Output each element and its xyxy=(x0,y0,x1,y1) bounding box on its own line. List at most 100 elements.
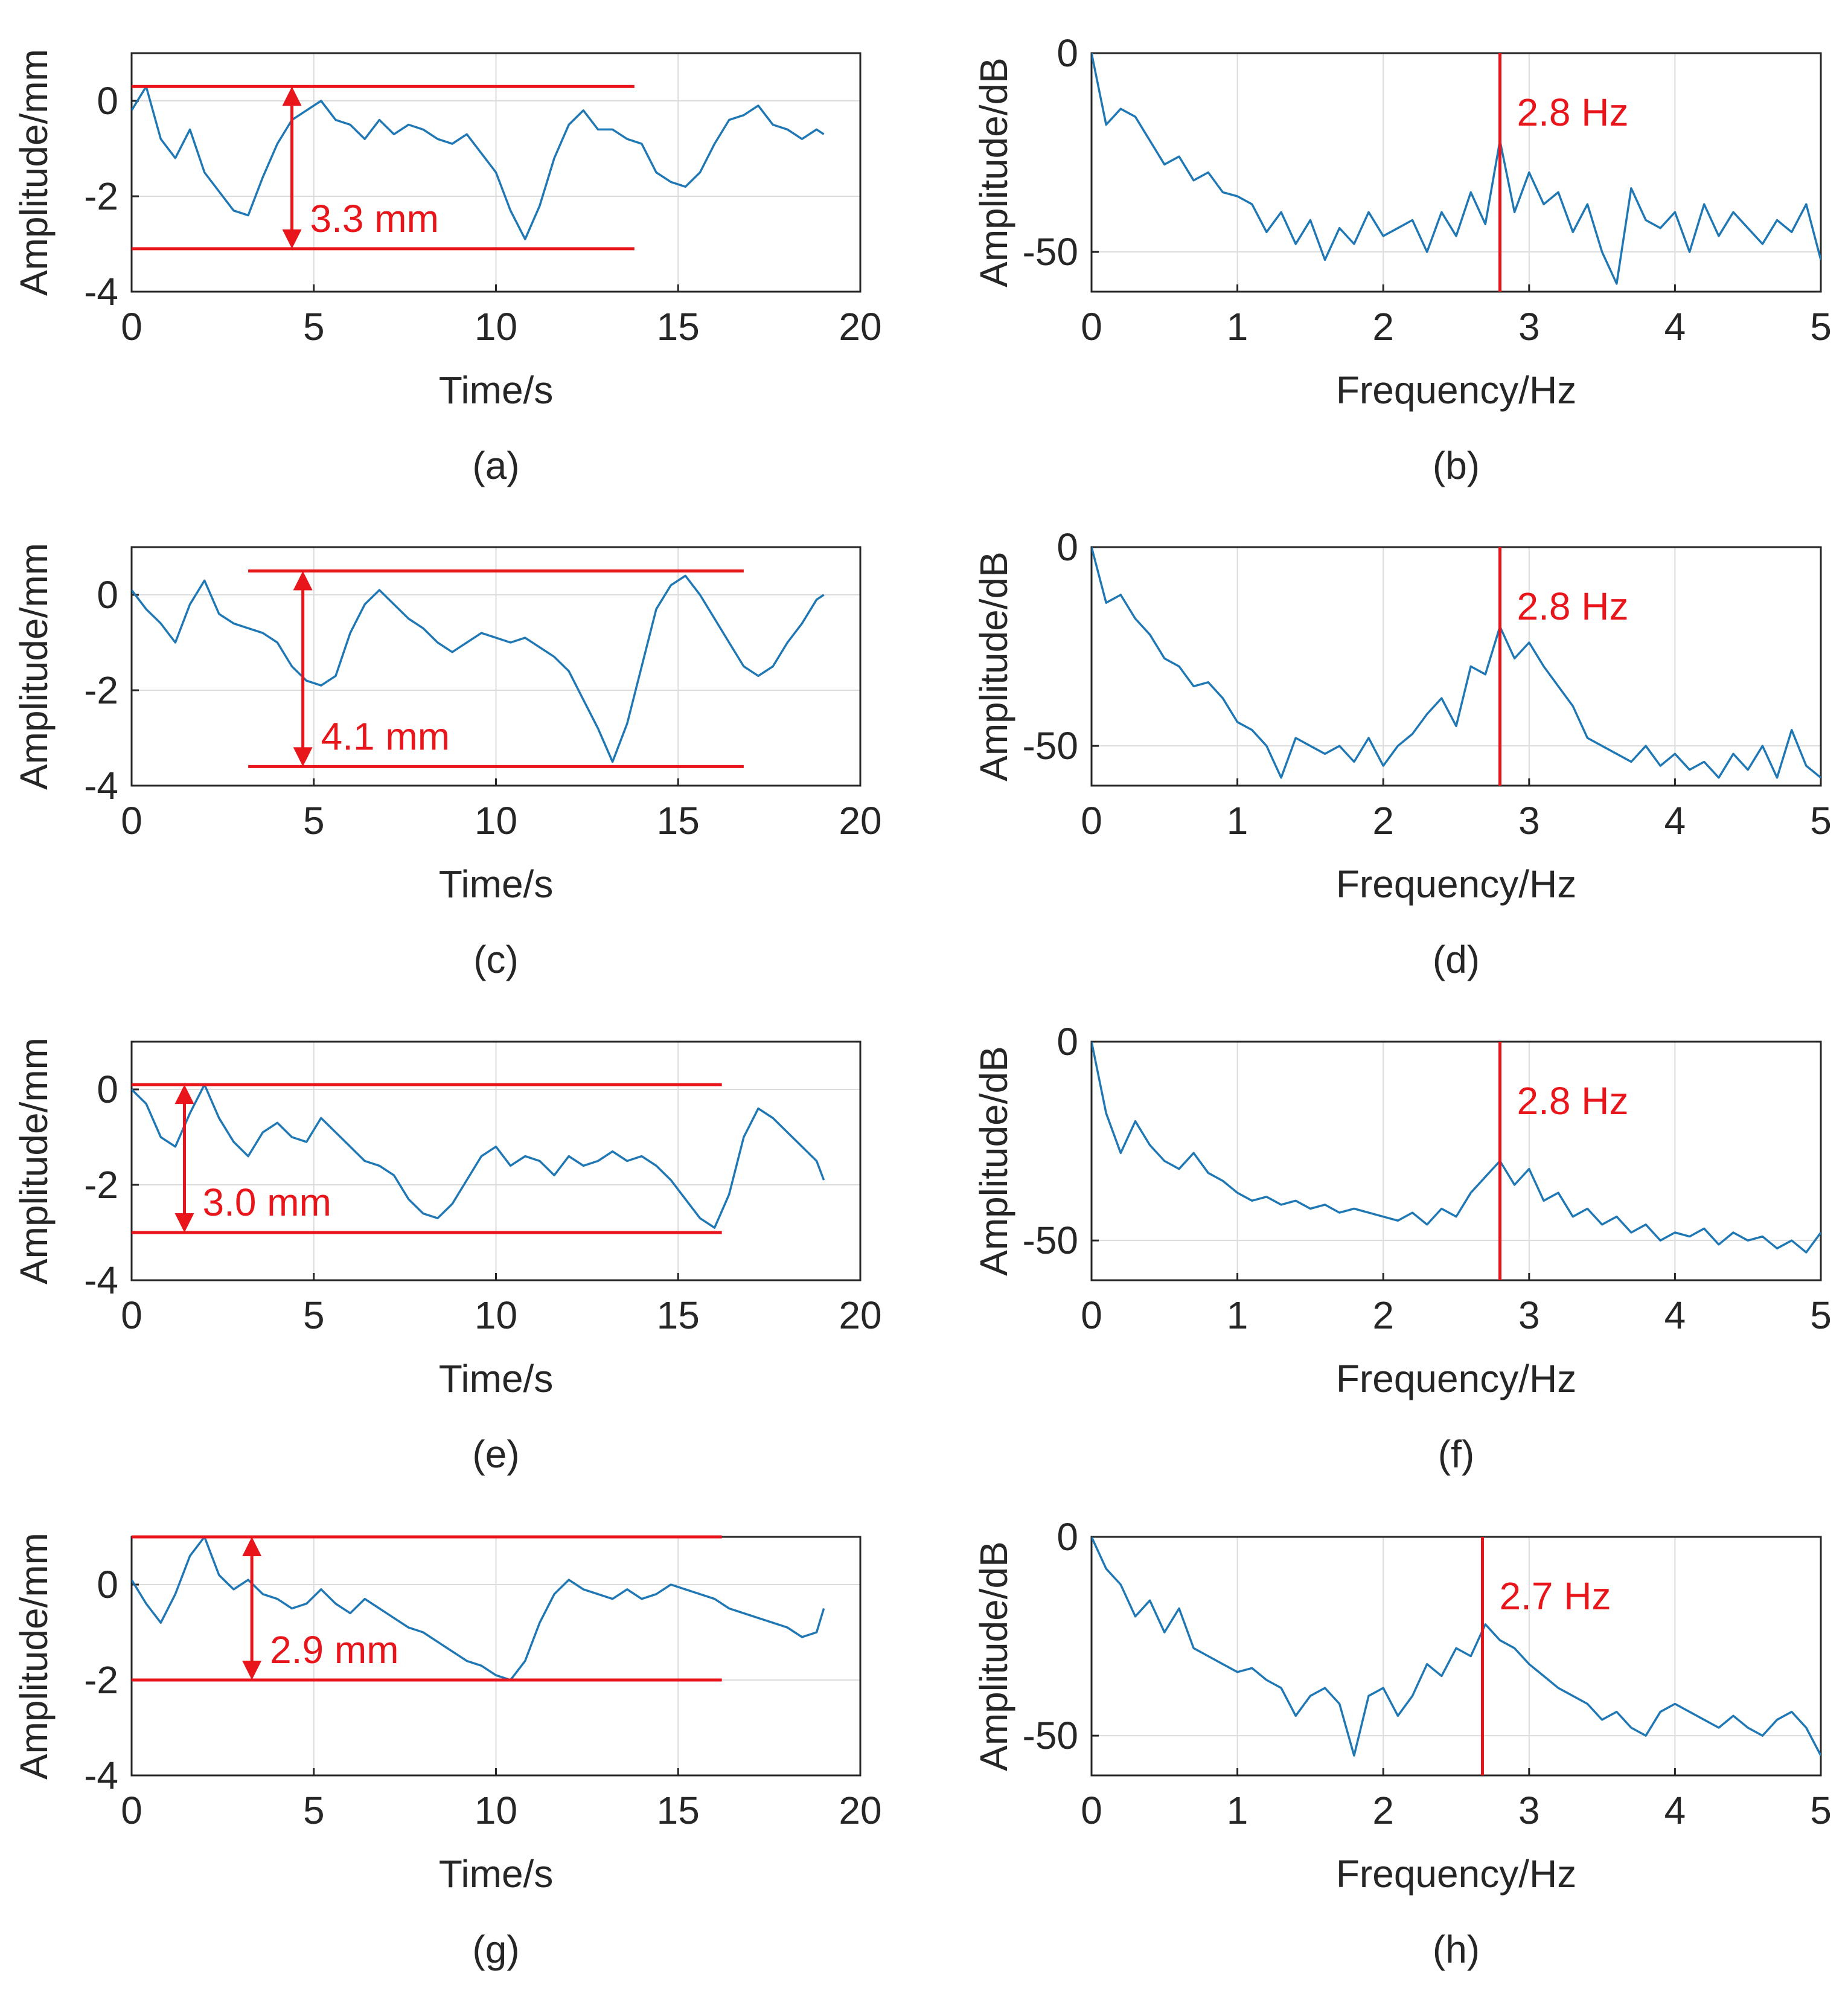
series-line xyxy=(132,85,825,240)
peak-label: 2.7 Hz xyxy=(1499,1574,1611,1618)
panel-h: 0 1 2 3 4 5-500Frequency/HzAmplitude/dB(h)2.7… xyxy=(972,1515,1832,1971)
x-tick-label: 0 xyxy=(121,799,142,842)
y-axis-label: Amplitude/mm xyxy=(12,1533,56,1780)
x-tick-label: 5 xyxy=(303,1294,325,1337)
axes-frame xyxy=(1090,52,1822,293)
x-tick-label: 10 xyxy=(475,799,517,842)
x-tick-label: 4 xyxy=(1664,799,1686,842)
y-tick-label: -50 xyxy=(1023,1219,1079,1262)
x-tick-label: 15 xyxy=(657,799,700,842)
x-tick-label: 2 xyxy=(1372,1789,1394,1832)
x-tick-label: 0 xyxy=(121,305,142,348)
panel-c: 0 5 10 15 20 -4 -2 0 Time/s Amplitude/mm (c) 4.1 mm xyxy=(12,543,882,981)
x-tick-label: 4 xyxy=(1664,1294,1686,1337)
y-tick-label: -50 xyxy=(1023,230,1079,274)
y-tick-label: 0 xyxy=(97,1068,118,1111)
y-tick-label: -4 xyxy=(84,1754,118,1797)
panel-caption: (f) xyxy=(1438,1432,1474,1476)
panel-caption: (a) xyxy=(472,444,519,487)
y-tick-label: -50 xyxy=(1023,724,1079,768)
x-tick-label: 10 xyxy=(475,305,517,348)
x-axis-label: Frequency/Hz xyxy=(1336,368,1576,412)
y-axis-label: Amplitude/mm xyxy=(12,1037,56,1284)
grid xyxy=(131,1042,861,1281)
x-tick-label: 20 xyxy=(839,799,881,842)
y-tick-label: 0 xyxy=(1057,525,1078,569)
x-tick-label: 5 xyxy=(303,305,325,348)
panel-a: 0 5 10 15 20 -4 -2 0 Time/s Amplitude/mm (a) 3.3 mm xyxy=(12,49,882,487)
y-tick-label: -2 xyxy=(84,1658,118,1702)
series-line xyxy=(132,1083,825,1229)
x-tick-label: 1 xyxy=(1227,799,1249,842)
y-tick-label: -4 xyxy=(84,764,118,807)
axes-frame xyxy=(1090,1040,1822,1281)
grid xyxy=(1091,1536,1821,1775)
x-tick-label: 1 xyxy=(1227,305,1249,348)
series-line xyxy=(132,1537,825,1681)
x-axis-label: Time/s xyxy=(439,862,554,906)
y-tick-label: 0 xyxy=(1057,1020,1078,1063)
annotation: 3.3 mm xyxy=(132,85,635,251)
x-tick-label: 5 xyxy=(1810,1789,1832,1832)
grid xyxy=(131,1537,861,1776)
x-tick-label: 20 xyxy=(839,305,881,348)
x-axis-label: Frequency/Hz xyxy=(1336,1357,1576,1400)
y-tick-label: -50 xyxy=(1023,1714,1079,1757)
x-tick-label: 0 xyxy=(1081,799,1102,842)
arrow-head-up-icon xyxy=(282,86,302,106)
y-tick-label: 0 xyxy=(97,79,118,123)
x-tick-label: 2 xyxy=(1372,799,1394,842)
panel-caption: (g) xyxy=(472,1928,519,1971)
annotation: 2.9 mm xyxy=(132,1535,722,1682)
y-axis-label: Amplitude/mm xyxy=(12,543,56,790)
y-tick-label: -2 xyxy=(84,1163,118,1207)
axes-frame xyxy=(1090,546,1822,787)
x-tick-label: 5 xyxy=(303,1789,325,1832)
x-tick-label: 4 xyxy=(1664,305,1686,348)
annotation: 2.8 Hz xyxy=(1498,53,1628,292)
annotation: 2.8 Hz xyxy=(1498,1042,1628,1280)
panel-b: 0 1 2 3 4 5-500Frequency/HzAmplitude/dB(b)2.8… xyxy=(972,31,1832,487)
range-label: 3.0 mm xyxy=(203,1181,331,1224)
y-tick-label: -2 xyxy=(84,668,118,712)
x-tick-label: 3 xyxy=(1518,799,1540,842)
x-axis-label: Time/s xyxy=(439,1357,554,1400)
x-tick-label: 3 xyxy=(1518,1294,1540,1337)
x-axis-label: Frequency/Hz xyxy=(1336,1852,1576,1896)
x-tick-label: 5 xyxy=(1810,305,1832,348)
x-tick-label: 0 xyxy=(1081,1294,1102,1337)
x-tick-label: 0 xyxy=(121,1789,142,1832)
panel-caption: (b) xyxy=(1433,444,1480,487)
arrow-head-down-icon xyxy=(242,1661,262,1680)
arrow-head-down-icon xyxy=(174,1213,194,1233)
annotation: 3.0 mm xyxy=(132,1083,722,1234)
arrow-head-down-icon xyxy=(282,229,302,249)
panel-caption: (d) xyxy=(1433,938,1480,981)
x-tick-label: 0 xyxy=(1081,305,1102,348)
panel-caption: (e) xyxy=(472,1432,519,1476)
x-tick-label: 10 xyxy=(475,1789,517,1832)
x-tick-label: 3 xyxy=(1518,305,1540,348)
peak-label: 2.8 Hz xyxy=(1517,585,1628,628)
x-tick-label: 1 xyxy=(1227,1294,1249,1337)
peak-label: 2.8 Hz xyxy=(1517,91,1628,134)
x-axis-label: Time/s xyxy=(439,368,554,412)
annotation: 2.8 Hz xyxy=(1498,547,1628,786)
y-axis-label: Amplitude/mm xyxy=(12,49,56,296)
arrow-head-up-icon xyxy=(293,571,313,591)
arrow-head-down-icon xyxy=(293,747,313,767)
y-axis-label: Amplitude/dB xyxy=(972,551,1015,781)
arrow-head-up-icon xyxy=(242,1537,262,1556)
annotation: 2.7 Hz xyxy=(1480,1537,1611,1775)
axes-frame xyxy=(1090,1536,1822,1777)
x-tick-label: 5 xyxy=(303,799,325,842)
grid xyxy=(1091,1041,1821,1280)
y-axis-label: Amplitude/dB xyxy=(972,1046,1015,1276)
annotation: 4.1 mm xyxy=(248,569,744,768)
y-tick-label: -2 xyxy=(84,175,118,218)
series-line xyxy=(1092,1537,1821,1757)
panel-f: 0 1 2 3 4 5-500Frequency/HzAmplitude/dB(f)2.8… xyxy=(972,1020,1832,1476)
y-tick-label: -4 xyxy=(84,1258,118,1302)
range-label: 4.1 mm xyxy=(321,714,450,758)
